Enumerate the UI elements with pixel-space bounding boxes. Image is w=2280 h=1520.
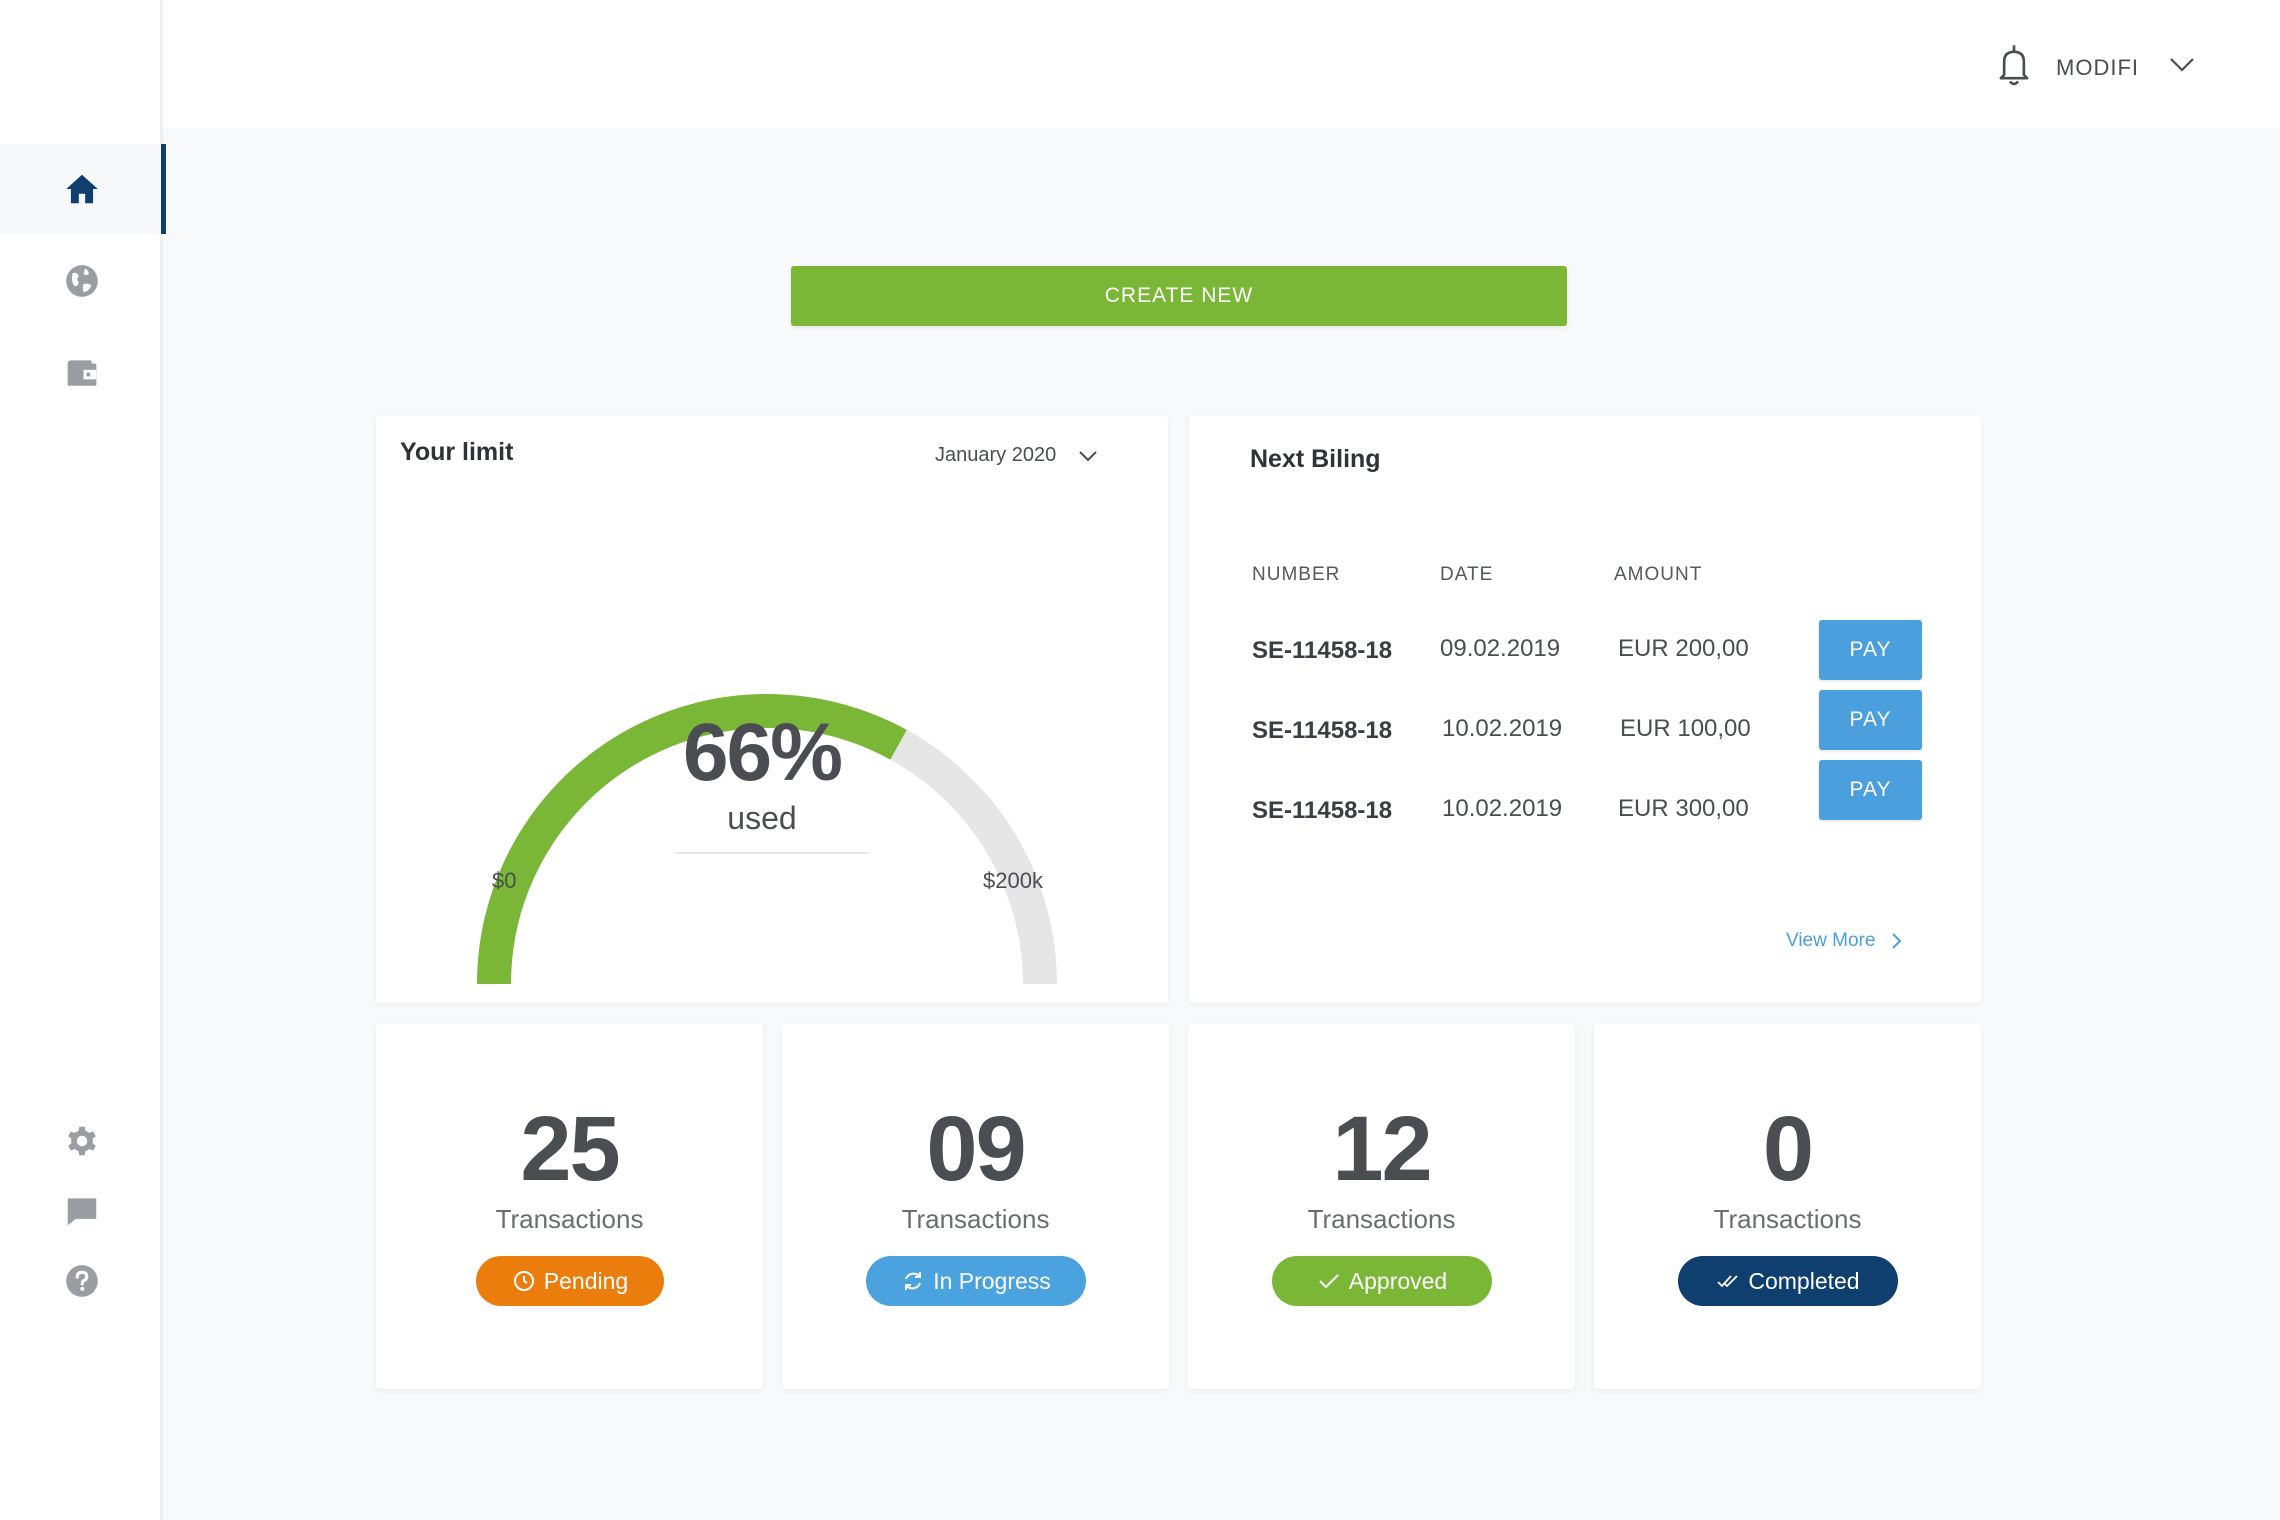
table-row: SE-11458-18 09.02.2019 EUR 200,00 PAY — [1189, 620, 1981, 680]
status-badge: Completed — [1678, 1256, 1898, 1306]
usage-gauge — [477, 694, 1057, 985]
chevron-right-icon — [1892, 933, 1902, 949]
status-label: In Progress — [933, 1267, 1051, 1294]
gauge-fill — [477, 694, 907, 985]
sidebar-item-globe[interactable] — [0, 236, 163, 326]
gauge-min-label: $0 — [492, 868, 517, 893]
view-more-link[interactable]: View More — [1786, 930, 1903, 952]
help-icon — [65, 1265, 98, 1297]
sidebar-item-settings[interactable] — [0, 1096, 163, 1186]
bill-number: SE-11458-18 — [1252, 637, 1393, 664]
stat-label: Transactions — [1713, 1204, 1862, 1234]
user-name[interactable]: MODIFI — [2056, 54, 2139, 80]
stat-label: Transactions — [1307, 1204, 1456, 1234]
sidebar-item-home[interactable] — [0, 144, 166, 234]
table-row: SE-11458-18 10.02.2019 EUR 100,00 PAY — [1189, 690, 1981, 750]
stat-label: Transactions — [495, 1204, 644, 1234]
sidebar — [0, 0, 166, 1520]
pay-button[interactable]: PAY — [1819, 760, 1922, 820]
sidebar-item-help[interactable] — [0, 1236, 163, 1326]
chevron-down-icon[interactable] — [2169, 57, 2195, 78]
limit-card: Your limit January 2020 66% used $0 $200… — [376, 416, 1168, 1003]
stat-card-completed[interactable]: 0 Transactions Completed — [1594, 1024, 1981, 1389]
user-menu[interactable]: MODIFI — [1994, 42, 2195, 93]
stat-label: Transactions — [901, 1204, 1050, 1234]
status-badge: In Progress — [866, 1256, 1086, 1306]
topbar: MODIFI — [163, 0, 2280, 128]
bill-date: 10.02.2019 — [1442, 795, 1563, 822]
wallet-icon — [67, 360, 96, 386]
bill-number: SE-11458-18 — [1252, 717, 1393, 744]
bill-number: SE-11458-18 — [1252, 797, 1393, 824]
stat-count: 12 — [1332, 1098, 1432, 1200]
status-label: Pending — [543, 1267, 629, 1294]
stat-card-pending[interactable]: 25 Transactions Pending — [376, 1024, 763, 1389]
bill-amount: EUR 100,00 — [1620, 715, 1751, 742]
limit-title: Your limit — [400, 438, 514, 466]
bill-date: 10.02.2019 — [1442, 715, 1563, 742]
home-icon — [65, 174, 98, 204]
status-label: Approved — [1348, 1267, 1448, 1294]
create-new-button[interactable]: CREATE NEW — [791, 266, 1567, 326]
gauge-percent: 66% — [682, 707, 843, 798]
column-header-date: DATE — [1440, 564, 1494, 585]
notifications-button[interactable] — [1994, 42, 2034, 93]
view-more-label: View More — [1786, 930, 1876, 951]
pay-button[interactable]: PAY — [1819, 690, 1922, 750]
gear-icon — [67, 1126, 96, 1156]
chevron-down-icon — [1079, 450, 1097, 461]
divider — [675, 852, 869, 854]
check-icon — [1319, 1274, 1339, 1289]
double-check-icon — [1717, 1275, 1739, 1288]
status-badge: Approved — [1272, 1256, 1492, 1306]
bill-date: 09.02.2019 — [1440, 635, 1561, 662]
billing-title: Next Biling — [1250, 445, 1381, 473]
column-header-amount: AMOUNT — [1614, 564, 1703, 585]
clock-icon — [513, 1271, 534, 1291]
bill-amount: EUR 300,00 — [1618, 795, 1749, 822]
refresh-icon — [905, 1272, 922, 1290]
sidebar-item-messages[interactable] — [0, 1166, 163, 1256]
billing-card: Next Biling NUMBER DATE AMOUNT SE-11458-… — [1189, 416, 1981, 1003]
gauge-max-label: $200k — [983, 868, 1043, 893]
globe-icon — [65, 265, 98, 297]
bill-amount: EUR 200,00 — [1618, 635, 1749, 662]
table-row: SE-11458-18 10.02.2019 EUR 300,00 PAY — [1189, 760, 1981, 824]
stat-card-approved[interactable]: 12 Transactions Approved — [1188, 1024, 1575, 1389]
status-label: Completed — [1748, 1267, 1860, 1294]
bell-icon — [1999, 45, 2029, 86]
stat-count: 25 — [520, 1098, 620, 1200]
stat-card-in-progress[interactable]: 09 Transactions In Progress — [782, 1024, 1169, 1389]
gauge-used-label: used — [727, 800, 797, 836]
period-select[interactable]: January 2020 — [935, 444, 1098, 467]
stat-count: 0 — [1762, 1098, 1814, 1200]
stat-count: 09 — [926, 1098, 1026, 1200]
sidebar-item-wallet[interactable] — [0, 328, 163, 418]
pay-button[interactable]: PAY — [1819, 620, 1922, 680]
period-value: January 2020 — [935, 444, 1057, 466]
status-badge: Pending — [476, 1256, 664, 1306]
chat-icon — [67, 1198, 96, 1226]
column-header-number: NUMBER — [1252, 564, 1341, 585]
